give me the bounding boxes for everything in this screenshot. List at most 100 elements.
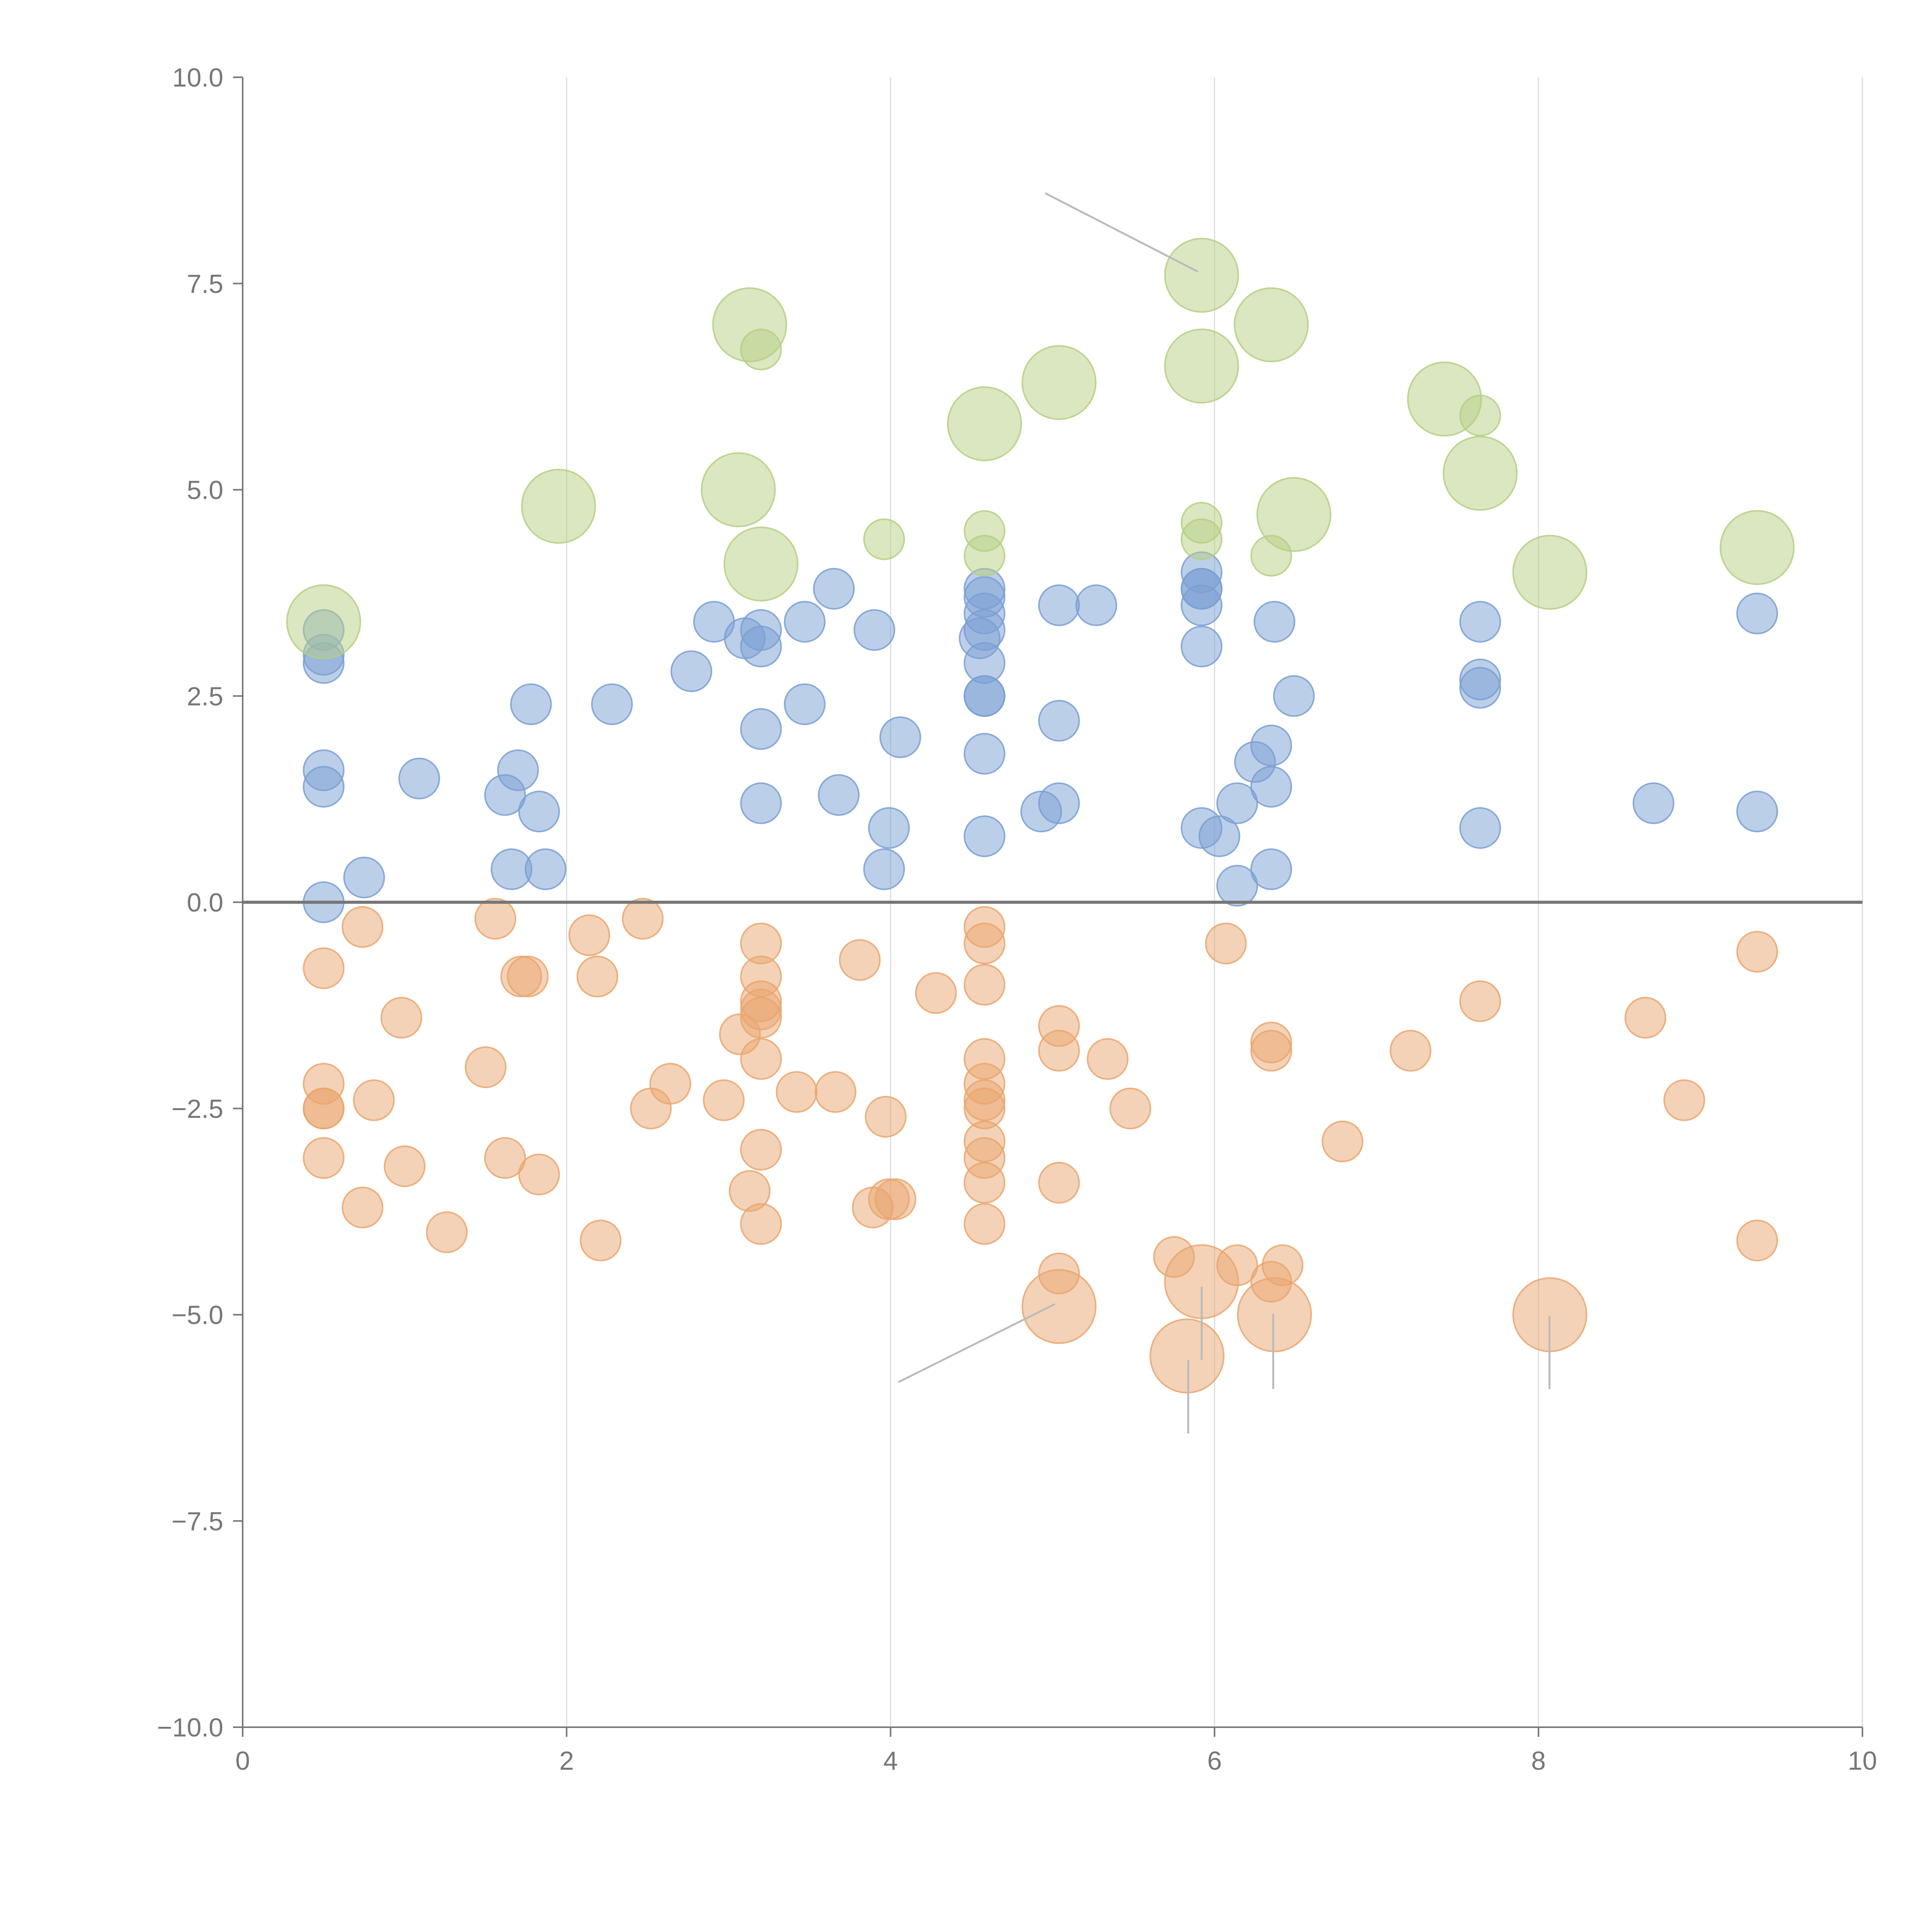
data-point [740, 708, 782, 750]
data-point [577, 956, 619, 998]
data-point [286, 584, 361, 660]
data-point [521, 469, 596, 544]
annotation-leader-lines [898, 192, 1551, 1434]
data-point [839, 939, 881, 981]
data-point [507, 956, 549, 998]
data-point [622, 898, 664, 940]
y-tick-label: −2.5 [172, 1094, 223, 1124]
data-point [863, 518, 905, 560]
y-tick-label: 7.5 [187, 269, 223, 299]
data-points [286, 238, 1795, 1394]
data-point [1038, 782, 1080, 824]
data-point [303, 1087, 345, 1129]
data-point [1663, 1079, 1705, 1121]
data-point [813, 568, 855, 610]
data-point [784, 683, 826, 725]
data-point [497, 749, 539, 791]
data-point [1180, 584, 1223, 626]
series-green-large [286, 238, 1795, 660]
data-point [1459, 807, 1501, 849]
data-point [963, 733, 1005, 775]
data-point [1719, 510, 1795, 585]
data-point [1075, 584, 1117, 626]
data-point [1198, 815, 1240, 857]
data-point [1038, 1030, 1080, 1072]
data-point [1459, 667, 1501, 709]
data-point [568, 914, 611, 956]
data-point [1633, 782, 1675, 824]
data-point [1021, 345, 1097, 420]
data-point [353, 1079, 395, 1121]
data-point [963, 1203, 1005, 1245]
leader-line [1044, 192, 1199, 273]
data-point [740, 782, 782, 824]
data-point [879, 716, 921, 758]
y-tick-label: 0.0 [187, 888, 223, 917]
data-point [701, 452, 776, 527]
data-point [776, 1071, 818, 1113]
data-point [1321, 1121, 1364, 1163]
data-point [865, 1096, 907, 1138]
data-point [474, 898, 516, 940]
data-point [963, 815, 1005, 857]
data-point [303, 1137, 345, 1179]
data-point [1038, 700, 1080, 742]
data-point [1250, 1030, 1292, 1072]
data-point [1459, 601, 1501, 643]
x-tick-label: 0 [235, 1746, 250, 1776]
y-tick-label: 2.5 [187, 682, 223, 711]
series-orange [303, 898, 1778, 1303]
data-point [1250, 724, 1292, 767]
data-point [963, 1162, 1005, 1204]
data-point [303, 947, 345, 989]
y-tick-label: −10.0 [157, 1713, 223, 1742]
data-point [915, 972, 957, 1014]
data-point [342, 906, 384, 948]
data-point [1253, 601, 1296, 643]
data-point [1736, 592, 1778, 634]
data-point [874, 1178, 917, 1220]
data-point [947, 386, 1022, 461]
data-point [1149, 1318, 1225, 1394]
data-point [1164, 328, 1239, 404]
series-orange-large [1021, 1244, 1587, 1394]
y-tick-label: −5.0 [172, 1301, 223, 1330]
axes [242, 77, 1862, 1728]
data-point [1250, 766, 1292, 808]
data-point [398, 757, 440, 799]
y-axis-ticks: 10.0 7.5 5.0 2.5 0.0 −2.5 −5.0 −7.5 −10.0 [157, 63, 243, 1742]
data-point [1087, 1038, 1129, 1080]
data-point [1736, 931, 1778, 973]
data-point [1250, 848, 1292, 890]
data-point [1109, 1087, 1151, 1129]
data-point [1233, 287, 1309, 362]
data-point [1038, 584, 1080, 626]
data-point [510, 683, 552, 725]
data-point [1624, 997, 1667, 1039]
data-point [1180, 626, 1223, 668]
data-point [740, 626, 782, 668]
data-point [1442, 435, 1518, 511]
x-tick-label: 8 [1531, 1746, 1546, 1776]
data-point [723, 526, 799, 602]
data-point [1512, 535, 1587, 610]
data-point [740, 997, 782, 1039]
data-point [1021, 1269, 1097, 1344]
data-point [868, 807, 910, 849]
x-tick-label: 2 [559, 1746, 574, 1776]
data-point [740, 1038, 782, 1080]
data-point [1407, 361, 1482, 437]
series-green [740, 328, 1501, 577]
data-point [703, 1079, 745, 1121]
data-point [591, 683, 633, 725]
x-tick-label: 6 [1207, 1746, 1222, 1776]
data-point [1389, 1030, 1432, 1072]
data-point [484, 1137, 526, 1179]
data-point [963, 535, 1005, 577]
y-tick-label: 10.0 [172, 63, 223, 92]
data-point [1216, 782, 1258, 824]
data-point [1164, 238, 1239, 313]
data-point [712, 287, 787, 362]
data-point [740, 1129, 782, 1171]
